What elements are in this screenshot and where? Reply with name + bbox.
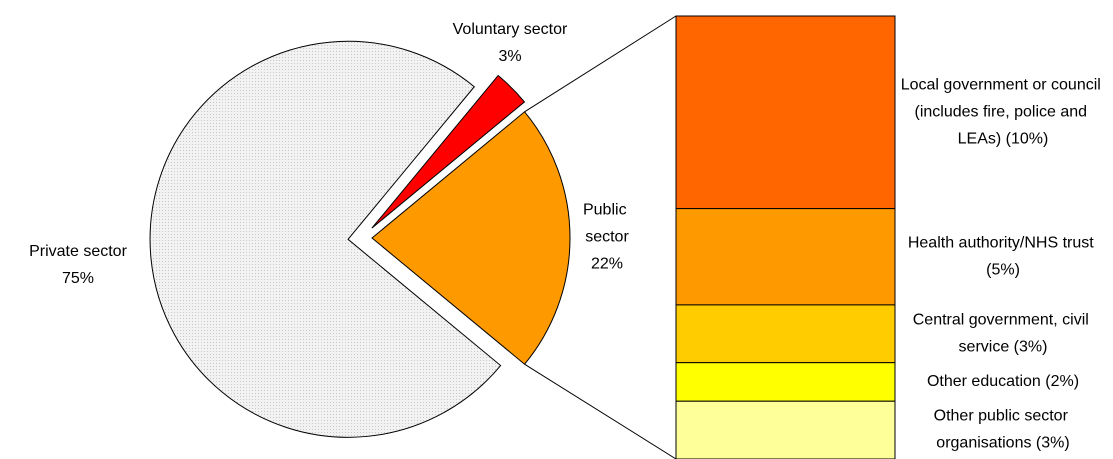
breakdown-bar: Local government or council (includes fi… (524, 15, 1106, 459)
bar-segment (675, 400, 896, 459)
segment-label: Other education (2%) (927, 373, 1079, 390)
pie-slice (149, 40, 502, 438)
bar-segment (675, 362, 896, 402)
slice-label: Voluntary sector (453, 21, 568, 38)
slice-label: Public sector (583, 202, 631, 246)
segment-label: Health authority/NHS trust (5%) (908, 234, 1098, 278)
slice-value-label: 75% (62, 270, 94, 287)
bar-segment (675, 208, 896, 306)
bar-segment (675, 15, 896, 210)
segment-label: Other public sector organisations (3%) (934, 408, 1073, 452)
slice-value-label: 22% (591, 256, 623, 273)
connector-line (524, 363, 677, 459)
slice-value-label: 3% (498, 48, 521, 65)
slice-label: Private sector (29, 243, 127, 260)
segment-label: Central government, civil service (3%) (913, 312, 1094, 356)
connector-line (524, 15, 677, 113)
segment-label: Local government or council (includes fi… (901, 77, 1106, 148)
pie: Private sector 75% Public sector 22% Volunta… (29, 21, 631, 438)
bar-segment (675, 304, 896, 364)
pie-slice (371, 74, 526, 229)
pie-slice (371, 111, 571, 365)
